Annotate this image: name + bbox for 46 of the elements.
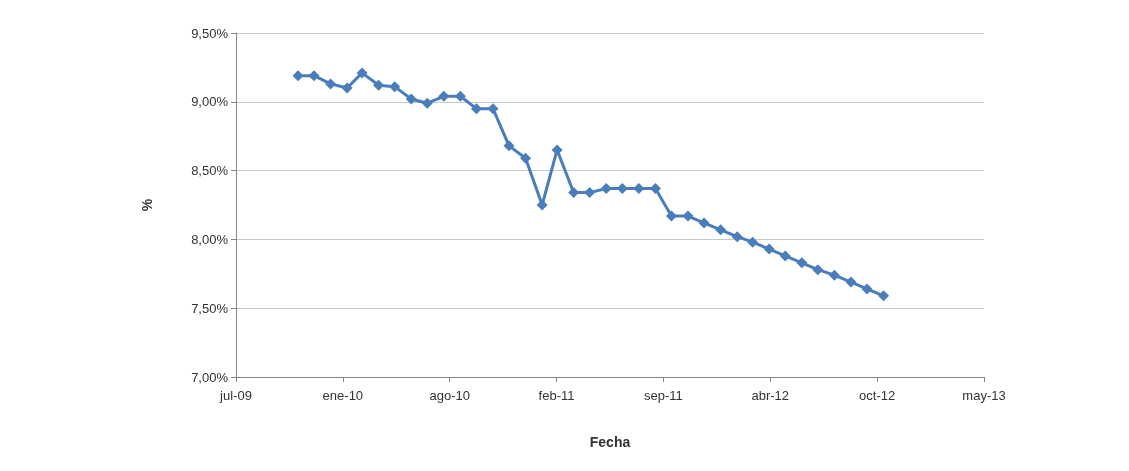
point <box>861 283 873 295</box>
x-axis-title: Fecha <box>589 434 631 450</box>
y-tick-label: 9,50% <box>191 25 229 41</box>
y-tick-label: 8,50% <box>191 163 229 179</box>
x-tick-label: sep-11 <box>644 388 683 403</box>
point <box>503 140 515 152</box>
point <box>470 103 482 115</box>
point <box>438 90 450 102</box>
point <box>763 243 775 255</box>
y-tick-label: 7,00% <box>191 369 229 385</box>
x-tick-label: abr-12 <box>751 388 790 403</box>
point <box>341 82 353 94</box>
point <box>812 264 824 276</box>
y-axis-title: % <box>139 198 155 212</box>
x-tick-label: ene-10 <box>322 388 364 403</box>
point <box>796 257 808 269</box>
point <box>551 144 563 156</box>
x-tick-label: oct-12 <box>859 388 896 403</box>
point <box>682 210 694 222</box>
y-tick-label: 9,00% <box>191 94 229 110</box>
x-tick-label: ago-10 <box>429 388 470 403</box>
point <box>308 70 320 82</box>
point <box>356 67 368 79</box>
point <box>325 78 337 90</box>
x-tick-label: jul-09 <box>219 388 252 403</box>
point <box>828 269 840 281</box>
point <box>845 276 857 288</box>
point <box>405 93 417 105</box>
point <box>292 70 304 82</box>
y-tick-label: 8,00% <box>191 231 229 247</box>
point <box>421 97 433 109</box>
point <box>779 250 791 262</box>
point <box>698 217 710 229</box>
point <box>584 187 596 199</box>
point <box>665 210 677 222</box>
point <box>487 103 499 115</box>
x-tick-label: feb-11 <box>538 388 575 403</box>
point <box>747 236 759 248</box>
point <box>731 231 743 243</box>
point <box>389 81 401 93</box>
point <box>373 79 385 91</box>
point <box>715 224 727 236</box>
point <box>878 290 890 302</box>
point <box>520 152 532 164</box>
x-tick-label: may-13 <box>962 388 1006 403</box>
y-tick-label: 7,50% <box>191 300 229 316</box>
